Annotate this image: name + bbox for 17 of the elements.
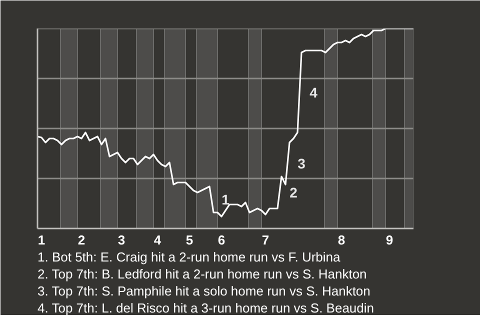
x-tick-label: 8 xyxy=(338,232,346,248)
x-tick-label: 9 xyxy=(386,232,394,248)
annotation: 3 xyxy=(298,156,306,172)
x-tick-label: 2 xyxy=(78,232,86,248)
text: 2. Top 7th: B. Ledford hit a 2-run home run vs S. Hankton xyxy=(38,266,367,282)
text: 1. Bot 5th: E. Craig hit a 2-run home run vs F. Urbina xyxy=(38,250,342,264)
annotation: 4 xyxy=(310,84,318,100)
x-tick-label: 4 xyxy=(154,232,162,248)
x-tick-label: 5 xyxy=(186,232,194,248)
x-tick-label: 3 xyxy=(118,232,126,248)
annotation: 1 xyxy=(222,192,230,208)
x-tick-label: 7 xyxy=(262,232,270,248)
text: 3. Top 7th: S. Pamphile hit a solo home run vs S. Hankton xyxy=(38,284,370,298)
x-tick-label: 6 xyxy=(218,232,226,248)
x-tick-label: 1 xyxy=(38,232,46,248)
text: 4. Top 7th: L. del Risco hit a 3-run home run vs S. Beaudin xyxy=(38,300,374,316)
annotation: 2 xyxy=(290,184,298,200)
